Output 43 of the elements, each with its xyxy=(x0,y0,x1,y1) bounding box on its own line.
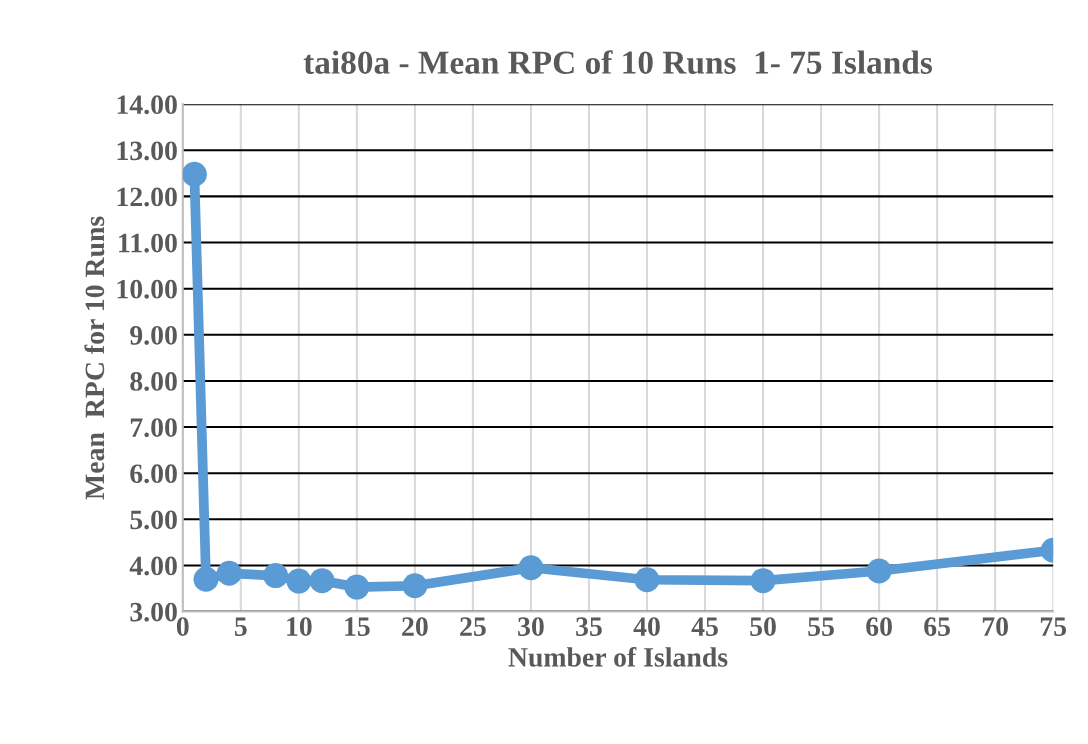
y-tick-label: 7.00 xyxy=(130,418,177,438)
x-tick-label: 25 xyxy=(460,617,486,636)
y-tick-label: 12.00 xyxy=(117,187,177,207)
x-axis-title: Number of Islands xyxy=(508,646,728,667)
x-tick-label: 35 xyxy=(576,617,602,636)
x-tick-label: 70 xyxy=(982,617,1008,636)
point xyxy=(286,568,312,594)
point xyxy=(518,555,544,581)
x-tick-label: 60 xyxy=(866,617,892,636)
y-tick-label: 5.00 xyxy=(130,510,177,530)
x-tick-label: 65 xyxy=(924,617,950,636)
x-tick-label: 75 xyxy=(1040,617,1067,636)
point xyxy=(309,568,335,594)
x-tick-label: 40 xyxy=(633,617,660,636)
y-tick-label: 13.00 xyxy=(117,141,177,161)
x-tick-label: 55 xyxy=(808,617,834,636)
y-tick-label: 14.00 xyxy=(117,95,177,115)
y-tick-label: 4.00 xyxy=(129,556,177,576)
y-axis-title: Mean RPC for 10 Runs xyxy=(84,216,105,500)
y-tick-label: 9.00 xyxy=(130,325,177,345)
x-tick-label: 50 xyxy=(750,617,776,636)
y-tick-label: 11.00 xyxy=(119,233,177,253)
point xyxy=(750,568,776,594)
point xyxy=(216,560,242,586)
point xyxy=(182,161,207,187)
point xyxy=(344,574,370,600)
x-tick-label: 5 xyxy=(234,617,247,636)
x-tick-label: 45 xyxy=(691,617,718,636)
point xyxy=(263,563,289,589)
chart-title: tai80a - Mean RPC of 10 Runs 1- 75 Islands xyxy=(303,50,933,75)
x-tick-label: 0 xyxy=(176,617,189,636)
point xyxy=(402,573,428,599)
x-tick-label: 15 xyxy=(345,617,370,636)
y-tick-label: 3.00 xyxy=(130,602,177,622)
y-tick-label: 10.00 xyxy=(117,279,177,299)
y-tick-label: 8.00 xyxy=(130,372,177,391)
x-tick-label: 20 xyxy=(402,617,428,636)
x-tick-label: 30 xyxy=(518,617,544,636)
x-tick-label: 10 xyxy=(287,617,312,636)
point xyxy=(634,567,660,593)
point xyxy=(193,566,219,592)
point xyxy=(866,558,892,584)
y-tick-label: 6.00 xyxy=(130,464,177,484)
